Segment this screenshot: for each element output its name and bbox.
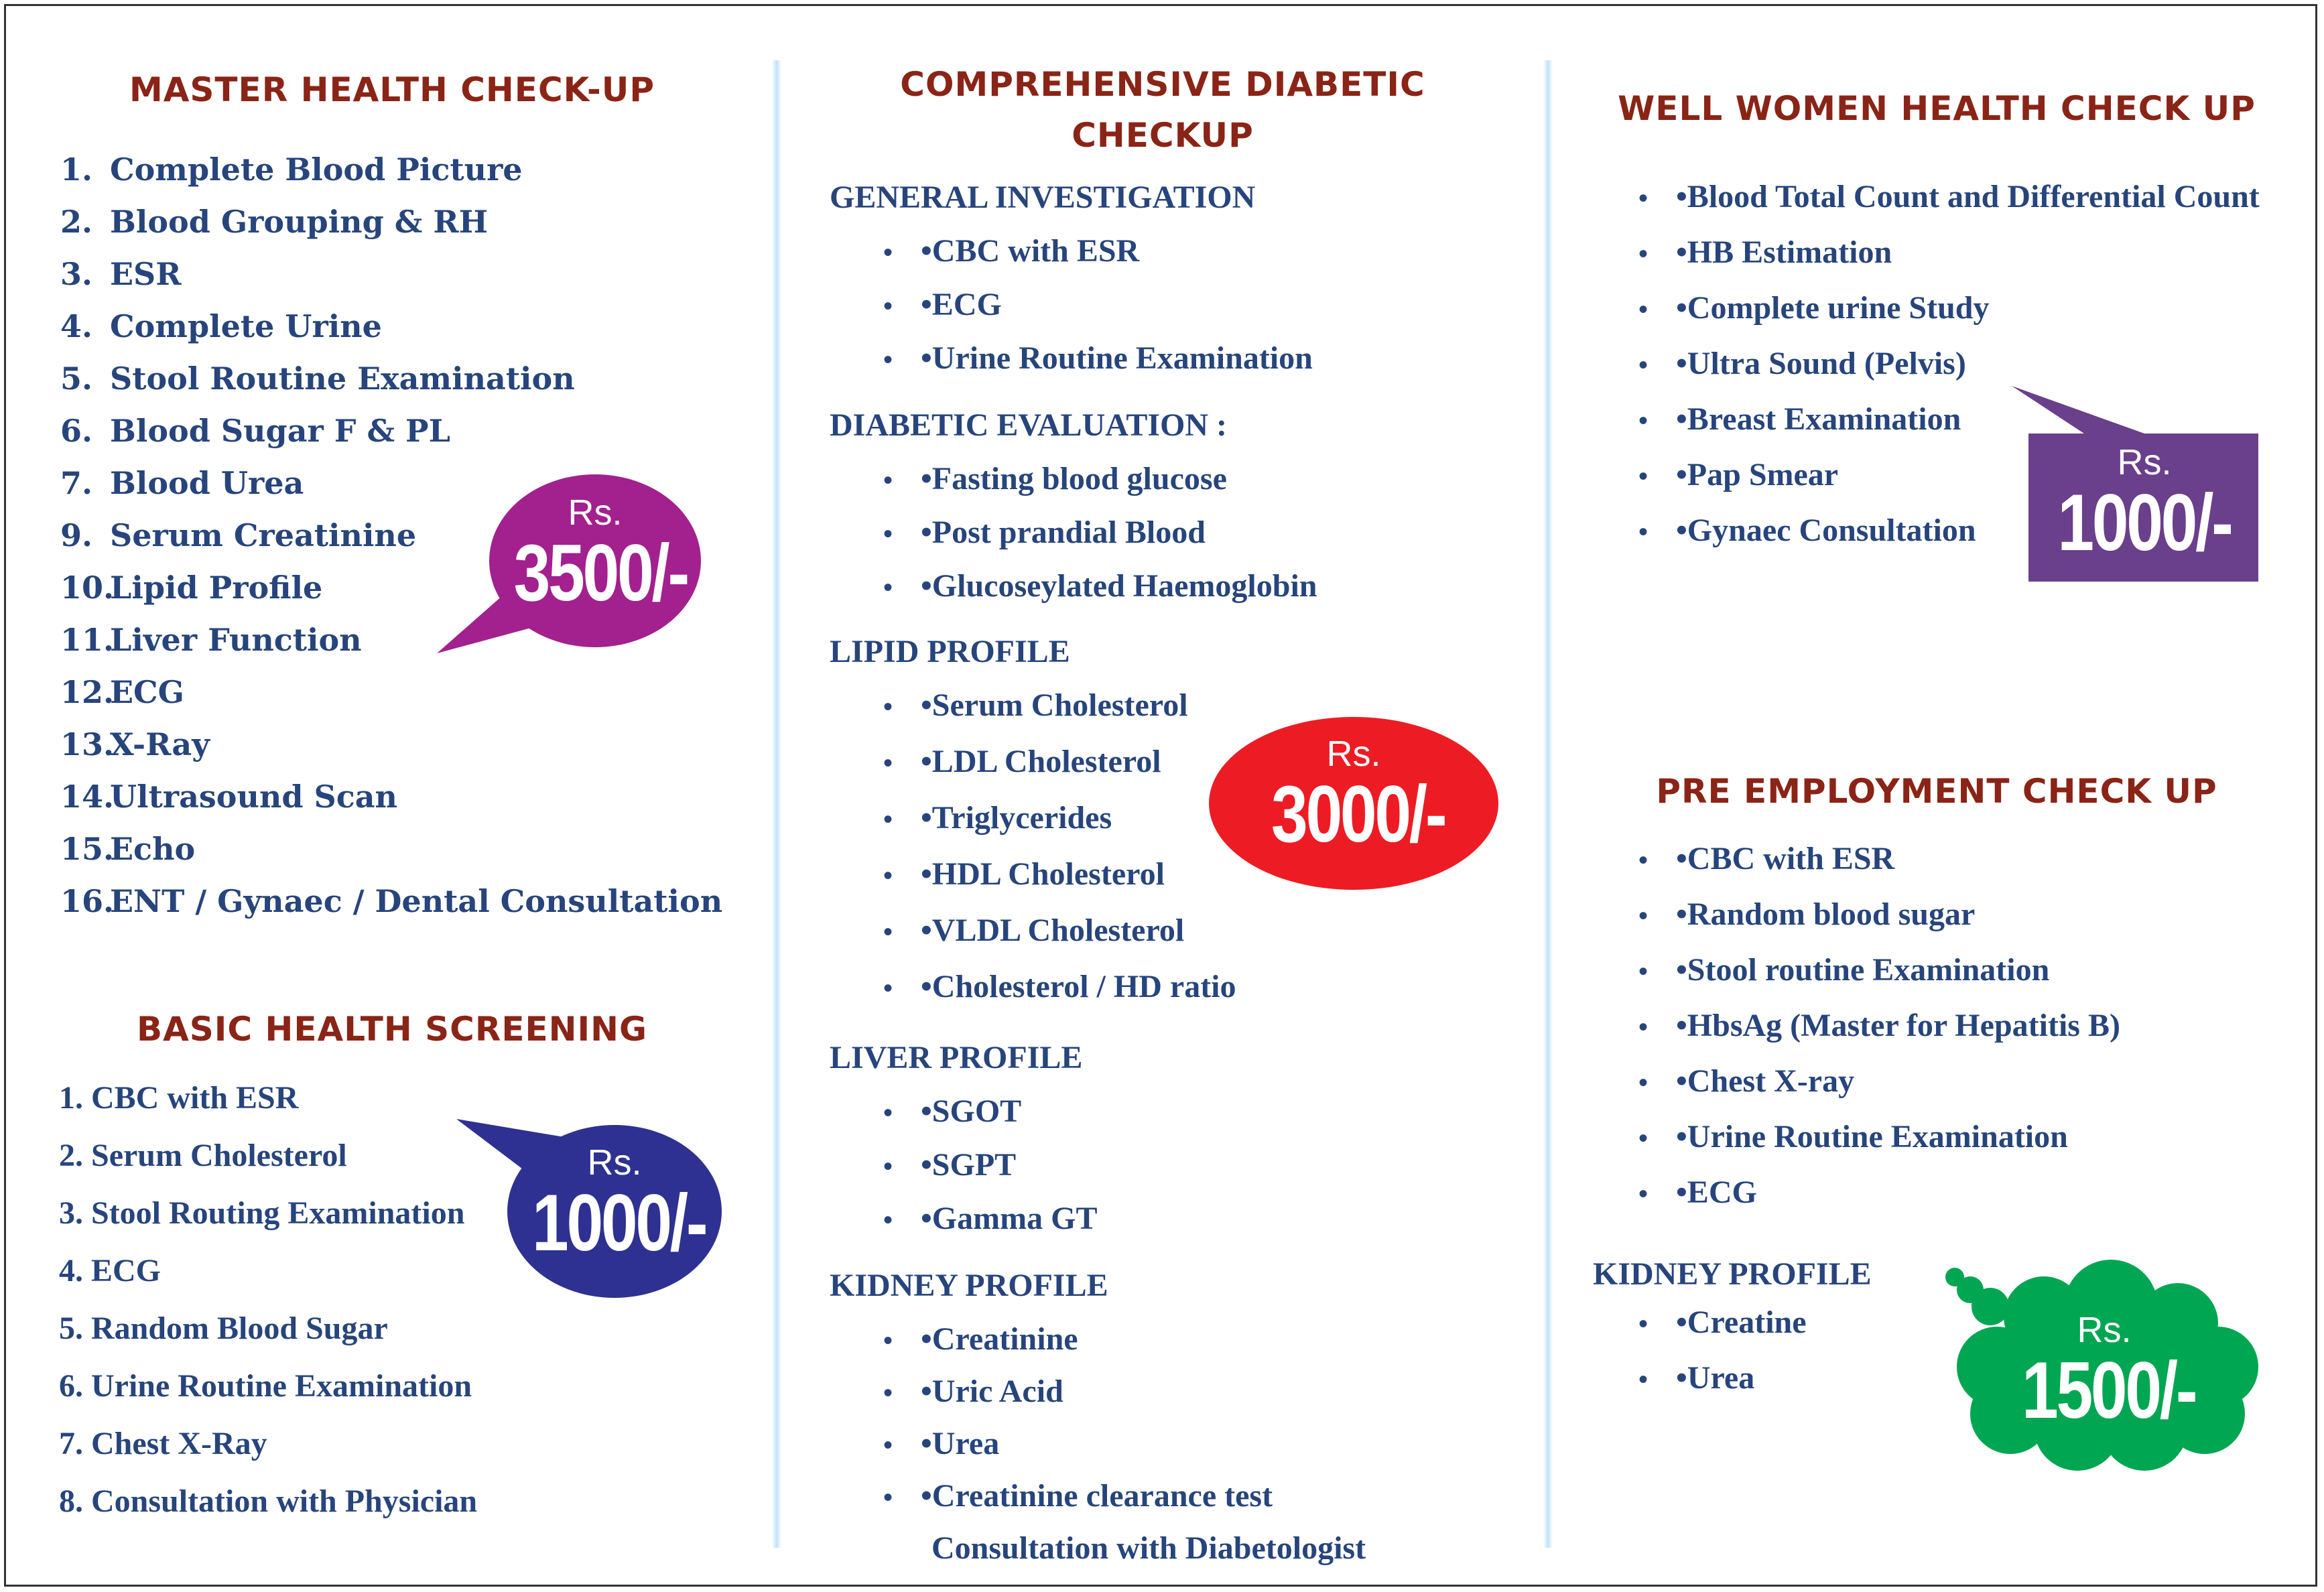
section-heading: KIDNEY PROFILE (830, 1268, 1108, 1303)
list-item: • •Complete urine Study (1638, 290, 1990, 326)
list-item: • •Gynaec Consultation (1638, 513, 1976, 548)
list-item: • •Pap Smear (1638, 457, 1839, 492)
list-item: 4. Complete Urine (60, 308, 382, 344)
list-item: • •HB Estimation (1638, 235, 1892, 270)
basic-title: BASIC HEALTH SCREENING (136, 1010, 647, 1049)
kidney-heading: KIDNEY PROFILE (1593, 1256, 1872, 1292)
diabetic-price: Rs. 3000/- (1271, 734, 1447, 859)
list-item: • •Serum Cholesterol (883, 687, 1188, 723)
employment-price: Rs. 1500/- (2022, 1310, 2198, 1435)
page-border (4, 4, 2317, 1587)
list-item: 8. Consultation with Physician (59, 1483, 478, 1519)
list-item: • •CBC with ESR (1638, 841, 1895, 876)
list-item: • •VLDL Cholesterol (883, 913, 1185, 948)
list-item: 5. Stool Routine Examination (60, 360, 575, 397)
list-item: • •HDL Cholesterol (883, 856, 1165, 892)
women-list: • •Blood Total Count and Differential Cou… (1638, 169, 2260, 558)
women-title: WELL WOMEN HEALTH CHECK UP (1618, 89, 2256, 128)
list-item: • •CBC with ESR (883, 233, 1140, 269)
list-item: 16.ENT / Gynaec / Dental Consultation (60, 883, 723, 919)
list-item: 7. Chest X-Ray (59, 1426, 267, 1461)
section-heading: LIPID PROFILE (830, 634, 1070, 669)
list-item: • •Fasting blood glucose (883, 461, 1227, 496)
list-item: 6. Blood Sugar F & PL (60, 413, 450, 449)
list-item: 4. ECG (59, 1253, 162, 1288)
list-item: 3. ESR (60, 256, 182, 292)
list-item: • •Post prandial Blood (883, 515, 1206, 550)
list-item: • •Creatinine clearance test (883, 1478, 1273, 1514)
list-item: 14.Ultrasound Scan (60, 779, 398, 815)
list-item: 6. Urine Routine Examination (59, 1368, 472, 1404)
list-item: • •ECG (1638, 1175, 1757, 1210)
list-item: • •ECG (883, 287, 1002, 322)
list-item: • •Urea (883, 1426, 1000, 1461)
list-item: 5. Random Blood Sugar (59, 1311, 388, 1346)
list-item: • •Ultra Sound (Pelvis) (1638, 346, 1966, 381)
diabetic-content: GENERAL INVESTIGATION • •CBC with ESR • •E… (830, 171, 1366, 1574)
master-list: 1. Complete Blood Picture 2. Blood Groupin… (60, 143, 722, 927)
employment-title: PRE EMPLOYMENT CHECK UP (1656, 772, 2217, 811)
women-price: Rs. 1000/- (2057, 442, 2234, 568)
list-item: • •Random blood sugar (1638, 897, 1976, 932)
section-heading: DIABETIC EVALUATION : (830, 407, 1228, 443)
list-item: • •Cholesterol / HD ratio (883, 969, 1236, 1004)
consultation-note: Consultation with Diabetologist (931, 1530, 1366, 1566)
list-item: 11.Liver Function (60, 622, 362, 658)
list-item: • •Uric Acid (883, 1374, 1063, 1409)
list-item: 15.Echo (60, 831, 196, 867)
list-item: • •Gamma GT (883, 1201, 1098, 1236)
women-price-bubble (2012, 386, 2258, 582)
list-item: • •HbsAg (Master for Hepatitis B) (1638, 1008, 2120, 1043)
basic-list: 1. CBC with ESR 2. Serum Cholesterol 3. … (59, 1069, 477, 1530)
list-item: • •LDL Cholesterol (883, 744, 1161, 779)
list-item: 3. Stool Routing Examination (59, 1195, 465, 1231)
diabetic-price-bubble (1209, 717, 1498, 890)
column-divider (1543, 60, 1553, 1548)
kidney-list: • •Creatine • •Urea (1638, 1295, 1807, 1406)
list-item: • •Urine Routine Examination (1638, 1119, 2068, 1154)
list-item: 2. Blood Grouping & RH (60, 204, 489, 240)
master-price: Rs. 3500/- (513, 492, 690, 618)
list-item: 13.X-Ray (60, 726, 210, 762)
list-item: • •SGPT (883, 1147, 1017, 1183)
section-heading: GENERAL INVESTIGATION (830, 180, 1256, 215)
basic-price-bubble (456, 1119, 722, 1298)
list-item: • •Stool routine Examination (1638, 952, 2050, 988)
list-item: • •Creatinine (883, 1321, 1078, 1357)
master-title: MASTER HEALTH CHECK-UP (129, 70, 655, 109)
master-price-bubble (437, 474, 701, 653)
list-item: • •Glucoseylated Haemoglobin (883, 568, 1317, 604)
list-item: 1. CBC with ESR (59, 1080, 299, 1116)
diabetic-title: COMPREHENSIVE DIABETIC CHECKUP (900, 65, 1425, 155)
list-item: • •Blood Total Count and Differential Cou… (1638, 179, 2260, 214)
list-item: • •Chest X-ray (1638, 1063, 1855, 1099)
list-item: • •Triglycerides (883, 800, 1112, 836)
list-item: 2. Serum Cholesterol (59, 1138, 347, 1173)
list-item: 9. Serum Creatinine (60, 517, 417, 553)
basic-price: Rs. 1000/- (532, 1142, 708, 1268)
list-item: • •Urea (1638, 1360, 1755, 1396)
list-item: • •Urine Routine Examination (883, 340, 1313, 376)
list-item: 7. Blood Urea (60, 465, 304, 501)
list-item: 12.ECG (60, 674, 184, 710)
employment-price-cloud (1945, 1260, 2258, 1471)
list-item: 1. Complete Blood Picture (60, 151, 523, 188)
column-divider (772, 60, 781, 1548)
employment-list: • •CBC with ESR • •Random blood sugar • •St… (1638, 831, 2120, 1220)
list-item: • •Creatine (1638, 1305, 1807, 1340)
section-heading: LIVER PROFILE (830, 1040, 1083, 1075)
list-item: • •SGOT (883, 1093, 1022, 1129)
list-item: • •Breast Examination (1638, 401, 1961, 437)
list-item: 10.Lipid Profile (60, 570, 323, 606)
